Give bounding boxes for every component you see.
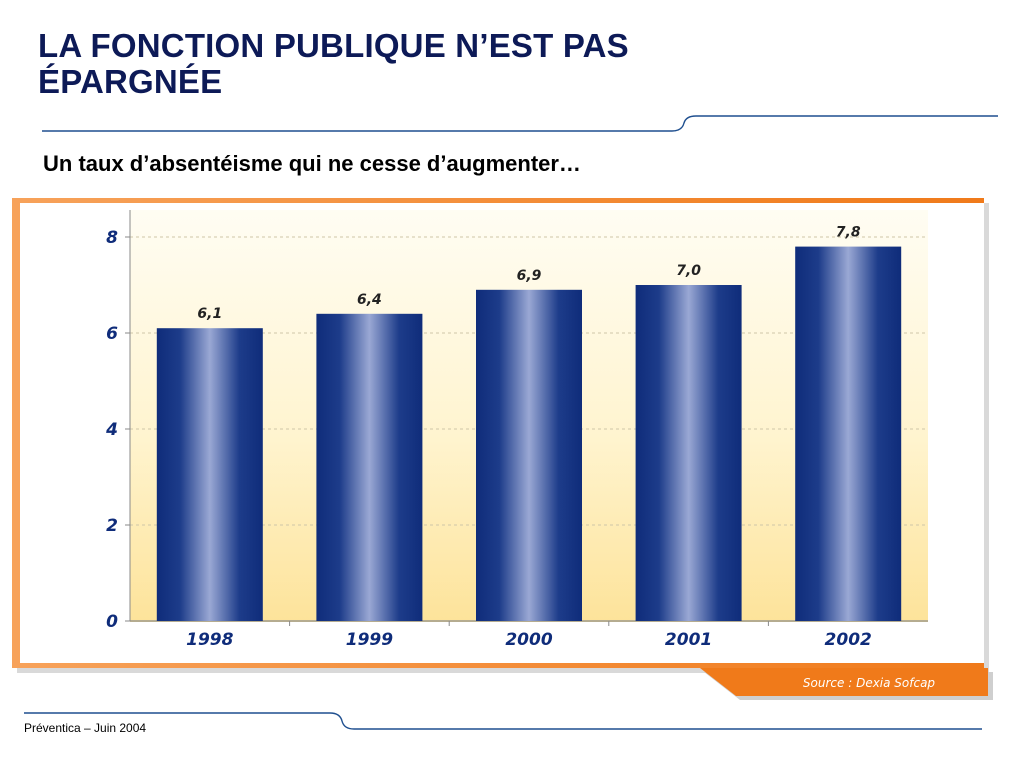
data-label: 6,1 [197, 306, 222, 322]
data-label: 6,9 [517, 268, 542, 284]
slide-subtitle: Un taux d’absentéisme qui ne cesse d’aug… [43, 151, 581, 176]
data-labels: 6,1 6,4 6,9 7,0 7,8 [197, 225, 860, 323]
bar-2000 [476, 289, 582, 621]
footer-text: Préventica – Juin 2004 [24, 721, 147, 735]
y-tick-label: 2 [106, 516, 118, 536]
bars [156, 246, 902, 621]
bar-2001 [635, 285, 742, 621]
x-tick-label: 2000 [505, 630, 552, 650]
source-tab: Source : Dexia Sofcap [700, 668, 993, 700]
y-tick-label: 8 [106, 228, 118, 248]
slide-title: LA FONCTION PUBLIQUE N’EST PAS ÉPARGNÉE [38, 27, 629, 100]
y-tick-label: 0 [106, 612, 118, 632]
source-label: Source : Dexia Sofcap [803, 676, 936, 690]
data-label: 6,4 [357, 292, 382, 308]
data-label: 7,0 [676, 263, 701, 279]
tick-labels: 0 2 4 6 8 1998 1999 2000 2001 2002 [105, 228, 872, 650]
bar-2002 [795, 246, 902, 621]
x-tick-label: 1999 [346, 630, 393, 650]
x-tick-label: 2002 [825, 630, 872, 650]
x-tick-label: 1998 [186, 630, 233, 650]
bar-1998 [156, 328, 263, 621]
y-tick-label: 4 [105, 420, 118, 440]
x-tick-label: 2001 [665, 630, 712, 650]
data-label: 7,8 [836, 225, 861, 241]
y-tick-label: 6 [106, 324, 118, 344]
bar-1999 [316, 313, 423, 621]
